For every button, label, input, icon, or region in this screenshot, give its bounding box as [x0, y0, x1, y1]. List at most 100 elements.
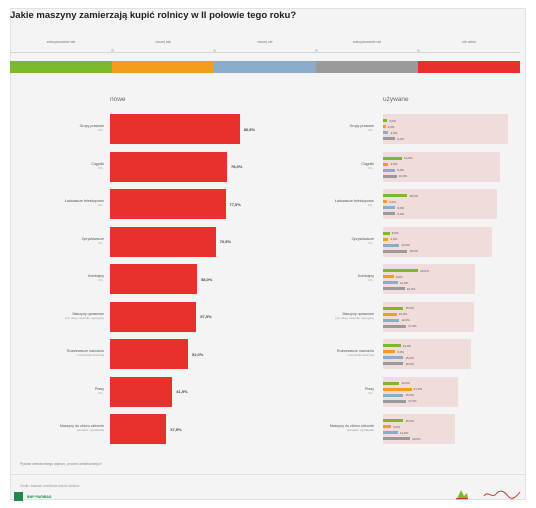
- legend-axis-line: [10, 52, 520, 53]
- new-category-label: Grupy prasowe N=..: [30, 124, 104, 133]
- new-bar-value-label: 77,0%: [229, 201, 241, 207]
- new-category-label: Ciągniki N=..: [30, 162, 104, 171]
- used-bar: [383, 281, 398, 284]
- bank-logo-text: BNP PARIBAS: [27, 494, 52, 499]
- legend-tick-2: [212, 49, 216, 52]
- used-bar-value-label: 18,0%: [409, 193, 418, 198]
- legend-tick-1: [110, 49, 114, 52]
- used-category-label: Maszyny do zbioru zielonek (kosiarki, zgr…: [300, 424, 374, 433]
- new-category-sub: N=..: [98, 165, 104, 170]
- new-bar: [110, 114, 240, 144]
- used-bar-value-label: 12,0%: [401, 381, 410, 385]
- used-bar: [383, 206, 396, 209]
- new-category-name: Kombajny: [88, 274, 104, 278]
- used-bar-value-label: 15,0%: [405, 393, 414, 397]
- used-bar-value-label: 17,0%: [408, 399, 417, 403]
- new-category-name: Maszyny do zbioru zielonek: [59, 424, 104, 428]
- legend-swatch-1: [112, 61, 214, 73]
- used-bar: [383, 399, 407, 403]
- chart-title: Jakie maszyny zamierzają kupić rolnicy w…: [10, 10, 297, 21]
- used-bar-value-label: 20,0%: [412, 436, 421, 441]
- footer-divider: [10, 474, 526, 475]
- new-category-label: Maszyny do zbioru zielonek (kosiarki, zgr…: [30, 424, 104, 433]
- new-bar-value-label: 58,0%: [201, 276, 213, 282]
- new-category-sub: i rozrzutniki obornika: [76, 353, 104, 358]
- used-bar: [383, 356, 404, 359]
- used-category-label: Opryskiwacze N=..: [300, 237, 374, 246]
- legend-color-bar: [10, 61, 520, 73]
- used-category-sub: N=..: [368, 240, 374, 245]
- used-bar: [383, 362, 404, 365]
- used-bar: [383, 318, 400, 322]
- legend-swatch-2: [214, 61, 316, 73]
- partner-logo-icon: [456, 490, 468, 500]
- used-category-name: Maszyny uprawowe: [342, 311, 374, 316]
- used-bar: [383, 275, 394, 278]
- used-bar-value-label: 11,0%: [399, 430, 409, 435]
- signature-logo: [482, 488, 522, 500]
- new-bar-value-label: 78,0%: [231, 164, 243, 169]
- used-category-sub: i rozrzutniki obornika: [346, 353, 374, 358]
- new-category-name: Opryskiwacze: [81, 236, 104, 241]
- used-bar: [383, 269, 419, 272]
- used-bar: [383, 312, 397, 316]
- legend-label-4: nie wiem: [461, 40, 477, 44]
- new-category-label: Rozsiewacze nawozów i rozrzutniki obornik…: [30, 349, 104, 358]
- new-category-name: Ładowacze teleskopowe: [64, 199, 104, 203]
- new-category-name: Maszyny uprawowe: [72, 311, 104, 316]
- legend-label-3: zdecydowanie nie: [352, 40, 382, 44]
- used-category-label: Rozsiewacze nawozów i rozrzutniki obornik…: [300, 349, 374, 358]
- used-bar-value-label: 5,0%: [391, 231, 399, 235]
- new-category-sub: N=..: [98, 203, 104, 208]
- used-bar: [383, 137, 396, 140]
- new-category-sub: N=..: [98, 240, 104, 245]
- used-bar-value-label: 9,0%: [397, 211, 405, 216]
- used-bar: [383, 287, 405, 290]
- used-category-name: Kombajny: [358, 274, 374, 278]
- new-bar: [110, 376, 173, 407]
- used-category-label: Ładowacze teleskopowe N=..: [300, 199, 374, 208]
- used-bar-value-label: 18,0%: [409, 249, 418, 253]
- new-bar: [110, 226, 216, 257]
- used-bar: [383, 212, 396, 215]
- new-bar-value-label: 52,0%: [192, 351, 204, 357]
- used-bar: [383, 437, 411, 440]
- used-bar: [383, 162, 389, 166]
- panel-title-new: nowe: [110, 96, 126, 103]
- new-bar-value-label: 57,5%: [200, 314, 212, 319]
- legend-tick-3: [314, 49, 318, 52]
- new-category-sub: N=..: [98, 278, 104, 283]
- new-bar-value-label: 86,5%: [243, 126, 256, 132]
- used-bar: [383, 237, 389, 241]
- new-category-name: Grupy prasowe: [79, 124, 104, 128]
- used-category-name: Ładowacze teleskopowe: [334, 199, 374, 203]
- used-category-sub: (kosiarki, zgrabiarki): [347, 428, 374, 433]
- used-bar: [383, 324, 407, 328]
- used-category-name: Prasy: [364, 386, 374, 391]
- new-bar: [110, 151, 227, 182]
- used-bar: [383, 243, 400, 247]
- used-category-label: Kombajny N=..: [300, 274, 374, 283]
- used-bar-value-label: 16,0%: [406, 286, 416, 291]
- used-bar-value-label: 10,0%: [398, 174, 408, 178]
- used-category-sub: N=..: [368, 165, 374, 170]
- new-category-label: Maszyny uprawowe (np. pługi, siewniki, ag…: [30, 312, 104, 321]
- used-bar: [383, 431, 398, 434]
- new-category-sub: (kosiarki, zgrabiarki): [77, 428, 104, 433]
- used-bar-value-label: 15,0%: [405, 361, 414, 366]
- used-bar-value-label: 9,0%: [397, 136, 405, 141]
- new-bar-value-label: 37,5%: [170, 426, 182, 432]
- used-bar-value-label: 9,0%: [397, 205, 405, 210]
- used-category-sub: (np. pługi, siewniki, agregaty): [335, 315, 374, 320]
- used-bar-value-label: 3,0%: [389, 199, 396, 204]
- used-bar-value-label: 4,0%: [390, 237, 398, 241]
- new-category-name: Prasy: [94, 386, 104, 391]
- legend-swatch-0: [10, 61, 112, 73]
- used-bar-value-label: 12,0%: [401, 318, 410, 322]
- legend-label-2: raczej nie: [257, 40, 273, 44]
- used-category-sub: N=..: [368, 278, 374, 283]
- panel-title-used: używane: [383, 96, 409, 103]
- used-bar: [383, 119, 388, 122]
- source-note: Źródło: badanie ankietowe wśród rolników: [20, 484, 80, 488]
- used-category-label: Maszyny uprawowe (np. pługi, siewniki, ag…: [300, 312, 374, 321]
